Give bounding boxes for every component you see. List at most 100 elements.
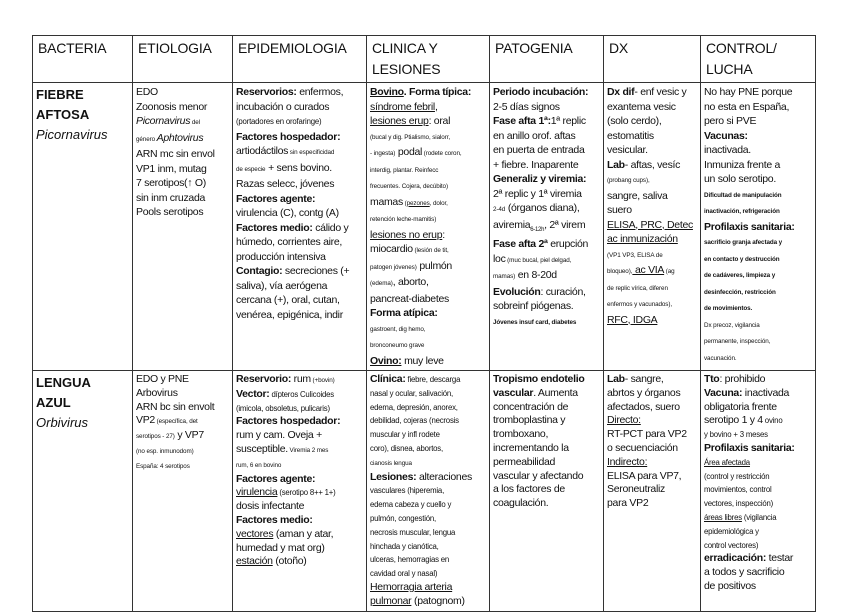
text-line: Vector: dípteros Culicoides	[236, 388, 363, 402]
text-segment: EDO	[136, 86, 158, 98]
text-line: virulencia (serotipo 8++ 1+)	[236, 486, 363, 500]
text-segment: frecuentes. Cojera, decúbito)	[370, 183, 448, 190]
text-segment: , aborto,	[392, 276, 429, 288]
text-segment: (otoño)	[272, 555, 307, 568]
text-line: saliva), vía aerógena	[236, 279, 363, 294]
text-segment: AFTOSA	[36, 107, 90, 122]
text-line: EDO	[136, 85, 229, 100]
text-line: género Aphtovirus	[136, 131, 229, 148]
text-segment: loc	[493, 252, 506, 265]
text-segment: Indirecto:	[607, 455, 648, 468]
text-line: (imicola, obsoletus, pulicaris)	[236, 402, 363, 416]
text-segment: VP2	[136, 414, 155, 427]
text-segment: sobreinf piógenas.	[493, 300, 574, 313]
text-segment: exantema vesic	[607, 100, 676, 113]
text-segment: Factores hospedador:	[236, 415, 341, 428]
text-segment: lesiones erup	[370, 115, 429, 127]
text-segment: , dolor,	[429, 199, 448, 207]
text-line: miocardio (lesión de tit,	[370, 242, 486, 259]
text-segment: a los factores de	[493, 483, 565, 496]
text-line: 2-5 días signos	[493, 100, 600, 115]
text-segment: (edema)	[370, 280, 393, 287]
text-line: 7 serotipos(↑ O)	[136, 176, 229, 191]
text-line: y bovino + 3 meses	[704, 428, 812, 442]
text-segment: Lab	[607, 158, 625, 171]
text-segment: susceptible.	[236, 442, 288, 455]
text-line: Indirecto:	[607, 456, 697, 470]
text-segment: género	[136, 135, 157, 143]
text-segment: patogen jóvenes)	[370, 263, 417, 271]
text-line: lesiones erup: oral	[370, 114, 486, 129]
text-line: Lab- aftas, vesíc	[607, 158, 697, 173]
text-segment: Arbovirus	[136, 386, 178, 399]
table-row: LENGUA AZUL Orbivirus EDO y PNE Arbovirus ARN…	[32, 370, 816, 612]
text-line: de especie + sens bovino.	[236, 161, 363, 178]
text-segment: Pools serotipos	[136, 206, 204, 218]
text-segment: (solo cerdo),	[607, 115, 662, 127]
text-segment: Dx dif	[607, 86, 635, 98]
text-segment: (órganos diana),	[505, 202, 580, 214]
text-segment: ARN bc sin envolt	[136, 400, 215, 413]
text-segment: 2ª replic y 1ª viremia	[493, 187, 582, 200]
text-line: incrementando la	[493, 442, 600, 456]
text-segment: control vectores)	[704, 540, 759, 550]
text-line: de movimientos.	[704, 300, 812, 317]
text-line: de cadáveres, limpieza y	[704, 267, 812, 284]
text-line: obligatoria frente	[704, 401, 812, 415]
text-line: bronconeumo grave	[370, 337, 486, 354]
text-segment: Contagio:	[236, 265, 283, 277]
text-line: 2-4d (órganos diana),	[493, 201, 600, 218]
text-segment: - aftas, vesíc	[624, 158, 681, 171]
text-line: Factores agente:	[236, 192, 363, 207]
text-line: a los factores de	[493, 483, 600, 497]
text-line: muscular y infl rodete	[370, 428, 486, 442]
text-line: en contacto y destrucción	[704, 251, 812, 268]
text-line: loc (muc bucal, piel delgad,	[493, 252, 600, 269]
text-line: Picornavirus del	[136, 114, 229, 131]
text-segment: síndrome febril	[370, 100, 435, 113]
text-segment: FIEBRE	[36, 87, 84, 102]
text-line: artiodáctilos sin especificidad	[236, 144, 363, 161]
text-line: ARN mc sin envol	[136, 147, 229, 162]
text-segment: pulmón	[416, 259, 452, 272]
text-segment: ulceras, hemorragias en	[370, 555, 450, 565]
text-segment: Factores medio:	[236, 513, 313, 526]
text-line: dosis infectante	[236, 500, 363, 514]
cell-epidemiologia: Reservorio: rum (+bovin) Vector: dípteros…	[232, 370, 367, 612]
text-segment: (rodete coron,	[422, 150, 462, 157]
text-line: de positivos	[704, 580, 812, 594]
text-line: epidemiológica y	[704, 525, 812, 539]
text-segment: vascular	[493, 386, 534, 399]
text-line: control vectores)	[704, 539, 812, 553]
text-segment: enfermos,	[296, 86, 344, 98]
text-segment: húmedo, corrientes aire,	[236, 236, 343, 248]
text-line: Factores medio:	[236, 514, 363, 528]
text-segment: edema cabeza y cuello y	[370, 500, 452, 510]
text-line: incubación o curados	[236, 100, 363, 115]
text-line: afectados, suero	[607, 401, 697, 415]
text-segment: tromboxano,	[493, 428, 549, 441]
text-line: Lesiones: alteraciones	[370, 471, 486, 485]
text-segment: 2-5 días signos	[493, 100, 560, 113]
text-line: vectores (aman y atar,	[236, 528, 363, 542]
text-line: Vacuna: inactivada	[704, 387, 812, 401]
text-segment: 1ª replic	[550, 115, 586, 127]
text-line: VP2 (específica, det	[136, 414, 229, 429]
text-line: rum y cam. Oveja +	[236, 429, 363, 443]
text-line: EDO y PNE	[136, 373, 229, 387]
text-segment: . Aumenta	[533, 386, 578, 399]
text-segment: RT-PCT para VP2	[607, 428, 687, 441]
header-row: BACTERIA ETIOLOGIA EPIDEMIOLOGIA CLINICA Y …	[32, 35, 816, 83]
text-segment: (serotipo 8++ 1+)	[277, 488, 336, 498]
text-segment: Aphtovirus	[156, 131, 204, 144]
text-line: húmedo, corrientes aire,	[236, 235, 363, 250]
text-line: patogen jóvenes) pulmón	[370, 259, 486, 276]
text-segment: Profilaxis sanitaria:	[704, 220, 795, 233]
text-segment: rum y cam. Oveja +	[236, 429, 322, 442]
text-segment: Jóvenes insuf card, diabetes	[493, 318, 577, 326]
text-segment: saliva), vía aerógena	[236, 279, 328, 292]
text-segment: Vacunas:	[704, 129, 748, 142]
text-line: Contagio: secreciones (+	[236, 264, 363, 279]
text-segment: + fiebre. Inaparente	[493, 158, 579, 171]
text-segment: aviremia	[493, 218, 531, 231]
